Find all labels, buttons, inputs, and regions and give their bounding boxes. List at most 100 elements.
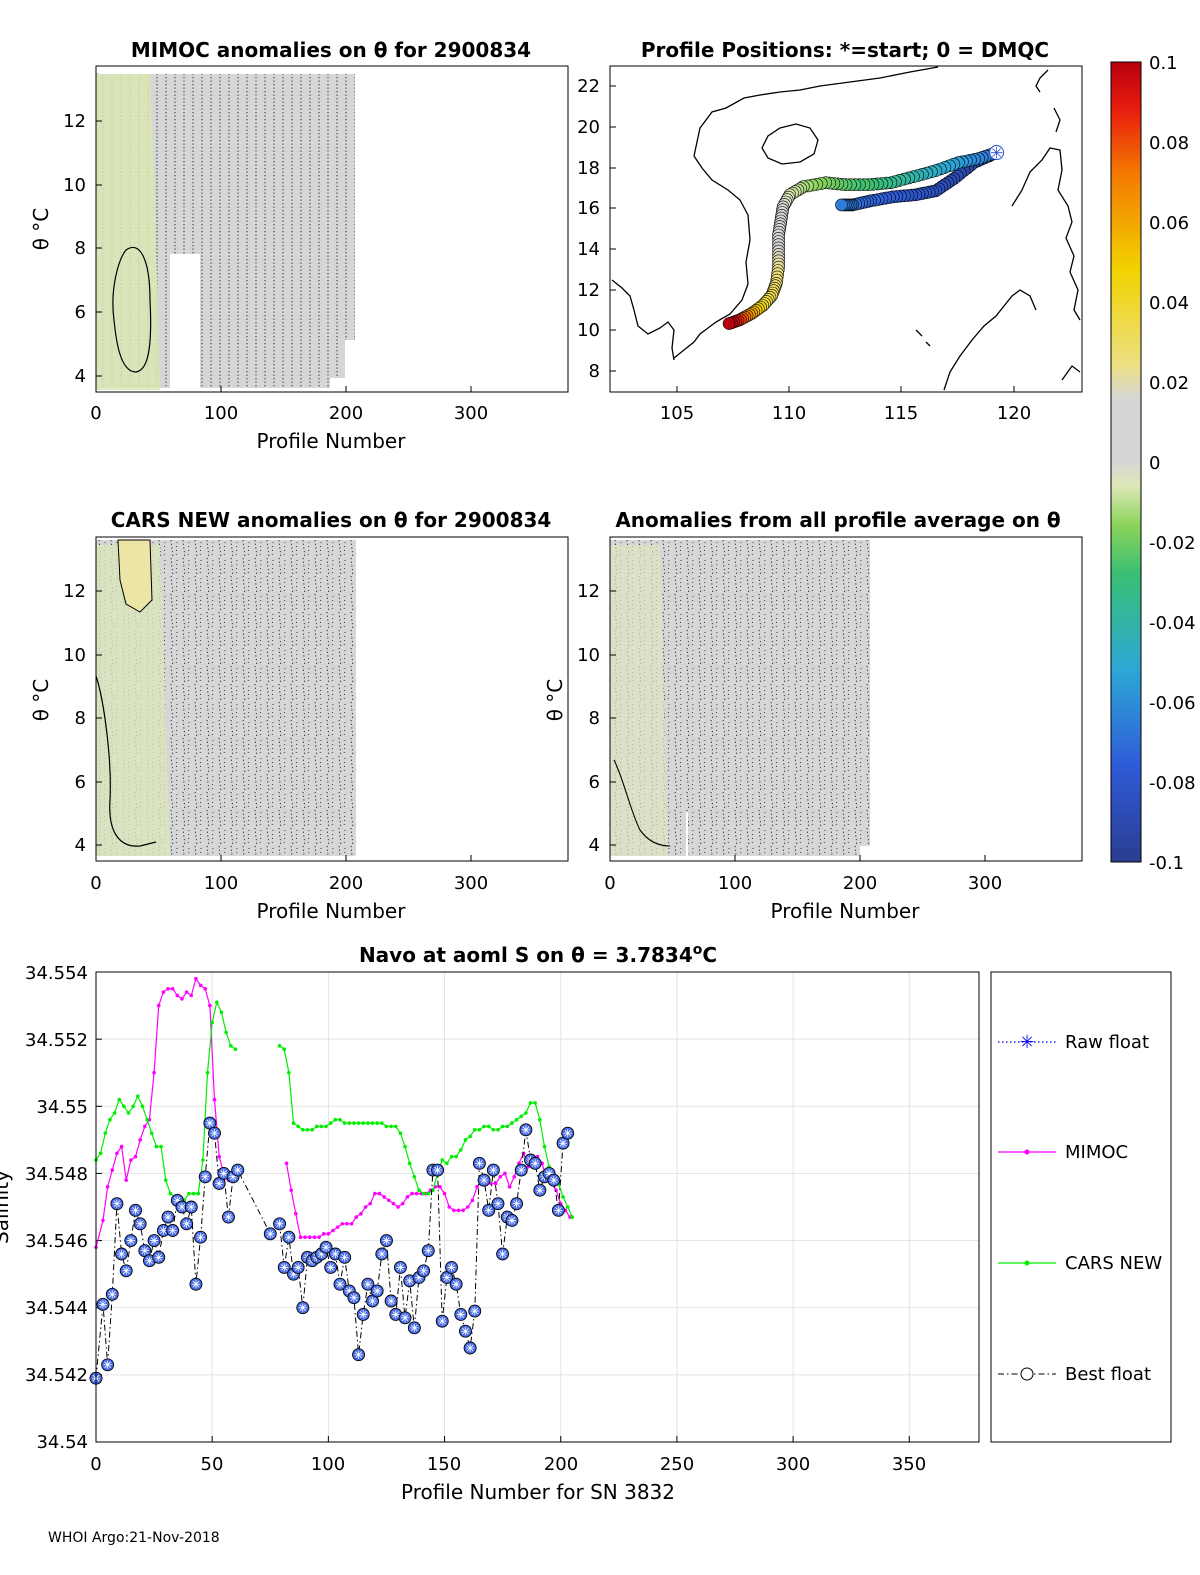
colorbar-tick-label: -0.02 [1149,533,1196,554]
best-float-point-star [563,1129,572,1138]
salinity-title-unit: C [702,943,717,967]
mimoc-ytick-label: 6 [75,302,86,323]
map-yticks: 8 10 12 14 16 18 20 22 [577,76,616,382]
best-float-point-star [298,1303,307,1312]
cars-new-point [482,1124,486,1129]
map-plot-area [610,66,1082,392]
best-float-point-star [326,1263,335,1272]
colorbar-frame [1110,61,1142,863]
cars-new-point [282,1047,287,1052]
mimoc-point [326,1232,331,1236]
avg-axes-box [609,536,1083,862]
salinity-ylabel: Salinity [0,1170,13,1244]
map-xtick-label: 110 [772,403,806,424]
mimoc-point [331,1228,335,1233]
salinity-panel: Navo at aoml S on θ = 3.7834oC 0 50 100 … [0,942,980,1504]
avg-xtick-label: 100 [718,873,752,894]
best-float-point-star [131,1206,140,1215]
cars-title: CARS NEW anomalies on θ for 2900834 [111,508,552,532]
best-float-point-star [419,1266,428,1275]
best-float-point-star [452,1280,461,1289]
best-float-point-star [545,1169,554,1178]
colorbar-tick-label: 0.02 [1149,373,1189,394]
best-float-point-star [349,1293,358,1302]
cars-new-point [314,1124,319,1129]
best-float-point-star [210,1129,219,1138]
mimoc-point [410,1191,414,1196]
best-float-point-star [122,1266,131,1275]
best-float-point-star [103,1360,112,1369]
cars-new-point [565,1205,570,1209]
cars-new-point [459,1148,463,1152]
best-float-point-star [438,1317,447,1326]
cars-new-point [310,1127,314,1132]
avg-xtick-label: 300 [968,873,1002,894]
best-float-point-star [354,1350,363,1359]
cars-new-point [510,1121,514,1125]
cars-contour [95,675,157,847]
salinity-title: Navo at aoml S on θ = 3.7834oC [359,942,717,967]
mimoc-point [184,990,189,994]
best-float-point-star [284,1233,293,1242]
salinity-ytick-label: 34.544 [25,1298,88,1319]
mimoc-point [438,1185,442,1189]
best-float-point-star [512,1199,521,1208]
mimoc-point [312,1235,317,1240]
cars-new-point [140,1104,145,1109]
mimoc-point [373,1191,377,1196]
track-position-marker [722,317,736,330]
best-float-point-star [475,1159,484,1168]
mimoc-point [340,1221,345,1226]
cars-new-point [305,1127,310,1132]
cars-new-point [103,1131,108,1135]
best-float-line [95,1121,569,1379]
best-float-point-star [126,1236,135,1245]
mimoc-xtick-label: 200 [329,403,363,424]
colorbar: 0.1 0.08 0.06 0.04 0.02 0 -0.02 -0.04 -0… [1110,53,1196,874]
cars-xtick-label: 0 [90,873,101,894]
avg-xtick-label: 0 [604,873,615,894]
salinity-ytick-label: 34.552 [25,1030,88,1051]
cars-new-point [570,1215,575,1219]
map-ytick-label: 10 [577,320,600,341]
legend-item-best-float: Best float [998,1364,1151,1385]
best-float-point-star [168,1226,177,1235]
colorbar-tick-label: -0.1 [1149,853,1184,874]
mimoc-panel: MIMOC anomalies on θ for 2900834 0 100 2… [29,38,569,453]
best-float-point-star [173,1196,182,1205]
mimoc-point [208,1003,212,1008]
cars-new-point [196,1191,201,1196]
avg-negative-anomaly-patch [610,545,668,856]
colorbar-tick-label: -0.08 [1149,773,1196,794]
salinity-plot-area [96,972,979,1442]
avg-title: Anomalies from all profile average on θ [615,508,1060,532]
salinity-ytick-label: 34.546 [25,1231,88,1252]
mimoc-point [142,1124,147,1129]
best-float-point-star [559,1139,568,1148]
mimoc-point [475,1185,479,1189]
mimoc-point [452,1208,456,1213]
cars-ytick-label: 8 [75,708,86,729]
cars-new-point [407,1161,412,1166]
best-float-point-star [456,1310,465,1319]
best-float-point-star [387,1297,396,1305]
cars-new-point [291,1121,296,1125]
mimoc-negative-anomaly-patch [96,74,160,390]
mimoc-point [335,1225,340,1229]
mimoc-point [359,1211,363,1216]
mimoc-point [194,976,198,981]
cars-new-point [126,1111,131,1115]
cars-new-point [356,1121,361,1125]
mimoc-point [493,1181,498,1186]
best-float-point-star [340,1253,349,1262]
best-float-point-star [191,1280,200,1289]
mimoc-point [289,1188,293,1193]
best-float-point-star [424,1246,433,1255]
mimoc-ytick-label: 12 [63,111,86,132]
mimoc-point [507,1185,512,1189]
cars-new-point [224,1030,228,1035]
mimoc-point [212,1097,217,1102]
dot-marker-icon [1024,1149,1030,1155]
salinity-xlabel: Profile Number for SN 3832 [401,1480,675,1504]
mimoc-point [101,1218,105,1223]
